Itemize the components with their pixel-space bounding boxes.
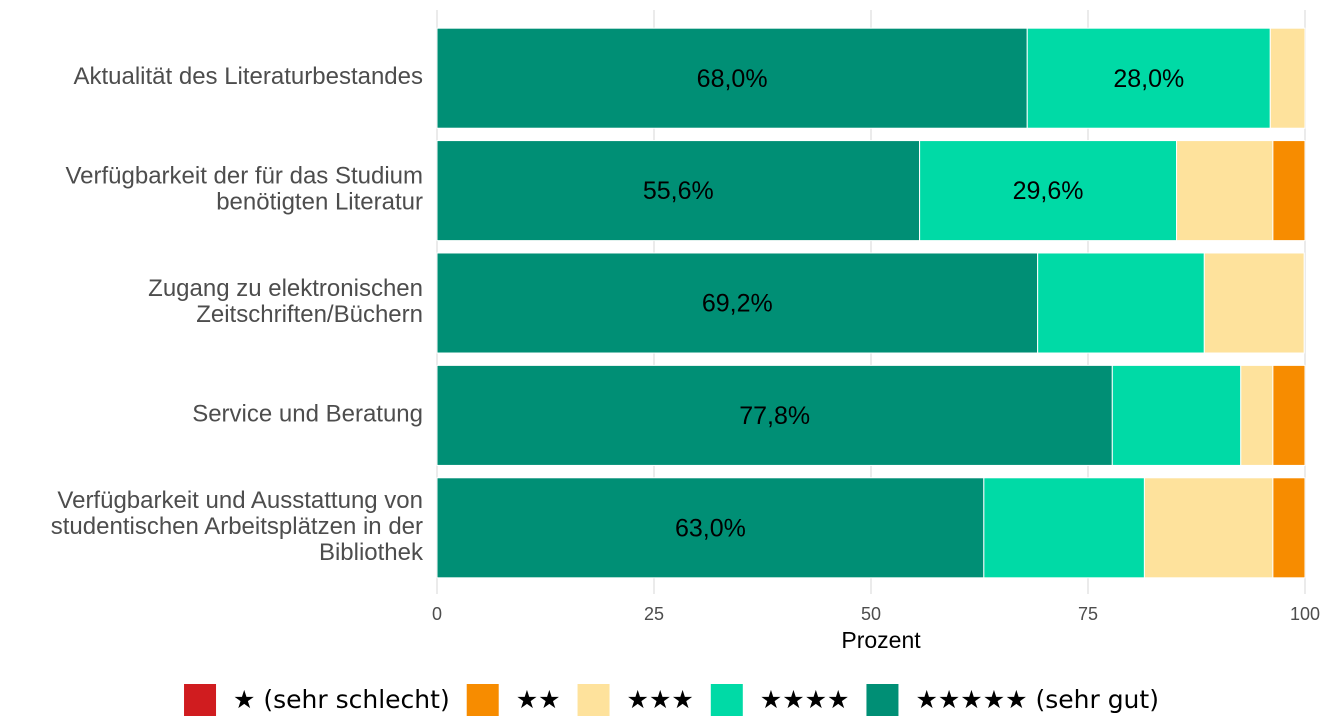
- legend-label: ★★★: [627, 685, 694, 714]
- category-label: Service und Beratung: [192, 401, 423, 428]
- bar-segment: [1176, 140, 1274, 242]
- category-label-line: Bibliothek: [319, 539, 424, 566]
- bar-segment: [1272, 140, 1306, 242]
- category-label-line: benötigten Literatur: [216, 189, 423, 216]
- category-label-line: Verfügbarkeit der für das Studium: [65, 163, 423, 190]
- category-label-line: Aktualität des Literaturbestandes: [73, 64, 423, 91]
- bar-segment: [1269, 27, 1306, 129]
- bar-segment: [436, 252, 1039, 354]
- legend-label: ★★★★★ (sehr gut): [915, 685, 1159, 714]
- bar-segment: [1037, 252, 1205, 354]
- bar-segment: [1272, 364, 1306, 466]
- bar-segment: [1240, 364, 1274, 466]
- legend-swatch: [577, 684, 610, 716]
- legend-swatch: [184, 684, 217, 716]
- value-label: 68,0%: [697, 65, 768, 93]
- legend-swatch: [710, 684, 743, 716]
- bar-segment: [1272, 477, 1306, 579]
- x-tick-label: 0: [432, 604, 442, 624]
- value-label: 63,0%: [675, 514, 746, 542]
- x-tick-label: 50: [861, 604, 881, 624]
- legend: ★ (sehr schlecht) ★★ ★★★ ★★★★ ★★★★★ (sehr gu…: [184, 684, 1159, 716]
- value-label: 77,8%: [739, 402, 810, 430]
- bar-segment: [983, 477, 1145, 579]
- category-label: Zugang zu elektronischen Zeitschriften/Bü…: [148, 275, 423, 328]
- category-label-line: Zugang zu elektronischen: [148, 275, 423, 302]
- bar-segment: [1143, 477, 1274, 579]
- category-label-line: studentischen Arbeitsplätzen in der: [51, 513, 423, 540]
- legend-swatch: [466, 684, 499, 716]
- x-axis-title: Prozent: [841, 627, 921, 653]
- bar-segment: [436, 27, 1028, 129]
- legend-label: ★ (sehr schlecht): [233, 685, 450, 714]
- category-label: Verfügbarkeit und Ausstattung von student…: [51, 487, 424, 566]
- value-label: 28,0%: [1113, 65, 1184, 93]
- bar-segment: [436, 140, 921, 242]
- bar-segment: [436, 477, 985, 579]
- value-label: 55,6%: [643, 177, 714, 205]
- value-label: 29,6%: [1013, 177, 1084, 205]
- x-tick-label: 75: [1078, 604, 1098, 624]
- category-label: Verfügbarkeit der für das Studium benötig…: [65, 163, 423, 216]
- bar-segment: [1026, 27, 1271, 129]
- value-label: 69,2%: [702, 290, 773, 318]
- category-label-line: Zeitschriften/Büchern: [196, 301, 423, 328]
- x-tick-label: 100: [1290, 604, 1320, 624]
- category-label-line: Service und Beratung: [192, 401, 423, 428]
- category-label-line: Verfügbarkeit und Ausstattung von: [57, 487, 423, 514]
- legend-label: ★★: [516, 685, 561, 714]
- bar-segment: [1111, 364, 1242, 466]
- bar-segment: [436, 364, 1113, 466]
- legend-swatch: [866, 684, 899, 716]
- legend-label: ★★★★: [760, 685, 850, 714]
- category-label: Aktualität des Literaturbestandes: [73, 64, 423, 91]
- x-tick-label: 25: [644, 604, 664, 624]
- bar-segment: [919, 140, 1178, 242]
- bar-segment: [1203, 252, 1305, 354]
